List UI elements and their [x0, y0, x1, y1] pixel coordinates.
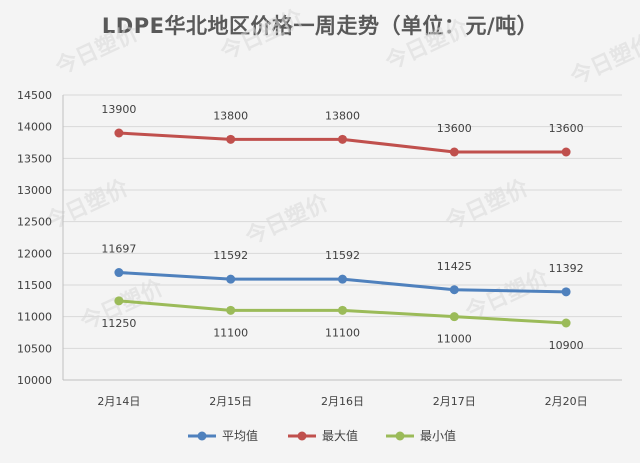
- data-label: 11425: [437, 260, 472, 273]
- data-label: 13600: [437, 122, 472, 135]
- data-label: 10900: [549, 339, 584, 352]
- data-point: [338, 134, 347, 144]
- data-point: [561, 287, 571, 297]
- legend-marker: [197, 431, 207, 441]
- data-point: [114, 268, 124, 278]
- data-label: 11697: [101, 243, 136, 256]
- watermark-text: 今日塑价: [442, 174, 534, 235]
- chart-title: LDPE华北地区价格一周走势（单位：元/吨）: [101, 14, 539, 38]
- x-tick-label: 2月15日: [209, 395, 252, 408]
- data-label: 13600: [549, 122, 584, 135]
- watermark-text: 今日塑价: [242, 189, 334, 250]
- data-point: [114, 296, 124, 306]
- watermark-text: 今日塑价: [567, 29, 640, 90]
- data-point: [226, 274, 236, 284]
- x-tick-label: 2月14日: [97, 395, 140, 408]
- y-tick-label: 10500: [17, 342, 52, 355]
- y-tick-label: 13500: [17, 152, 52, 165]
- data-point: [114, 128, 124, 138]
- legend-marker: [297, 431, 307, 441]
- data-label: 13800: [213, 109, 248, 122]
- data-point: [449, 147, 459, 157]
- legend-marker: [395, 431, 405, 441]
- data-point: [338, 274, 347, 284]
- y-tick-label: 12500: [17, 216, 52, 229]
- data-label: 11250: [101, 317, 136, 330]
- y-tick-label: 14500: [17, 89, 52, 102]
- data-point: [338, 305, 347, 315]
- data-point: [561, 318, 571, 328]
- data-label: 11392: [549, 262, 584, 275]
- data-label: 11100: [325, 326, 360, 339]
- watermark-text: 今日塑价: [382, 14, 474, 75]
- data-label: 13900: [101, 103, 136, 116]
- y-tick-label: 11000: [17, 311, 52, 324]
- watermark-text: 今日塑价: [52, 19, 144, 80]
- data-point: [226, 305, 236, 315]
- y-tick-label: 10000: [17, 374, 52, 387]
- data-point: [449, 312, 459, 322]
- y-tick-label: 11500: [17, 279, 52, 292]
- data-label: 11592: [325, 249, 360, 262]
- legend-label: 平均值: [222, 428, 258, 443]
- watermark-text: 今日塑价: [217, 4, 309, 65]
- data-point: [226, 134, 236, 144]
- y-tick-label: 13000: [17, 184, 52, 197]
- x-tick-label: 2月17日: [433, 395, 476, 408]
- watermark-text: 今日塑价: [42, 174, 134, 235]
- y-tick-label: 14000: [17, 121, 52, 134]
- x-tick-label: 2月16日: [321, 395, 364, 408]
- y-tick-label: 12000: [17, 247, 52, 260]
- x-tick-label: 2月20日: [545, 395, 588, 408]
- legend-label: 最小值: [420, 428, 456, 443]
- data-label: 11592: [213, 249, 248, 262]
- legend-label: 最大值: [322, 428, 358, 443]
- data-label: 11000: [437, 333, 472, 346]
- data-label: 11100: [213, 326, 248, 339]
- data-point: [561, 147, 571, 157]
- data-point: [449, 285, 459, 295]
- data-label: 13800: [325, 109, 360, 122]
